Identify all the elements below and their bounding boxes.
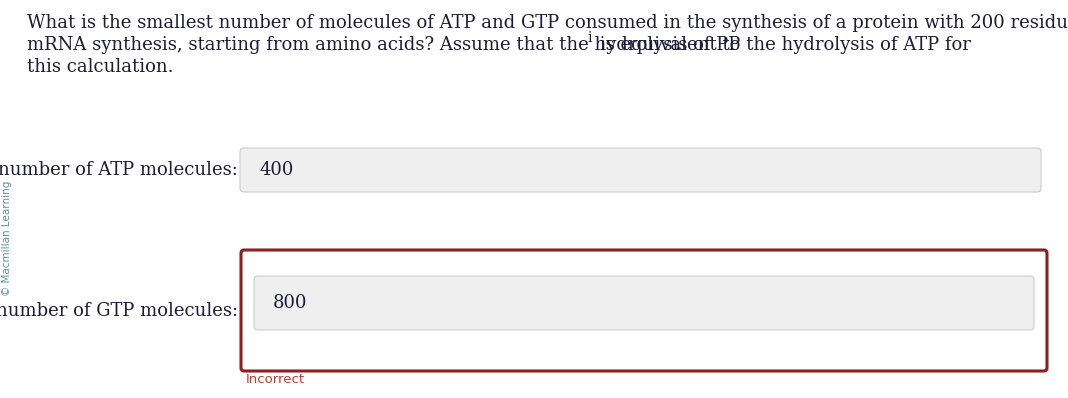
Text: 400: 400	[260, 161, 294, 179]
Text: What is the smallest number of molecules of ATP and GTP consumed in the synthesi: What is the smallest number of molecules…	[27, 14, 1068, 32]
FancyBboxPatch shape	[240, 148, 1041, 192]
FancyBboxPatch shape	[254, 276, 1034, 330]
Text: number of GTP molecules:: number of GTP molecules:	[0, 302, 238, 320]
Text: this calculation.: this calculation.	[27, 58, 173, 76]
Text: number of ATP molecules:: number of ATP molecules:	[0, 161, 238, 179]
FancyBboxPatch shape	[241, 250, 1047, 371]
Text: 800: 800	[273, 294, 308, 312]
Text: © Macmillan Learning: © Macmillan Learning	[2, 180, 12, 296]
Text: is equivalent to the hydrolysis of ATP for: is equivalent to the hydrolysis of ATP f…	[594, 36, 971, 54]
Text: Incorrect: Incorrect	[246, 373, 305, 386]
Text: mRNA synthesis, starting from amino acids? Assume that the hydrolysis of PP: mRNA synthesis, starting from amino acid…	[27, 36, 740, 54]
Text: i: i	[587, 31, 592, 45]
